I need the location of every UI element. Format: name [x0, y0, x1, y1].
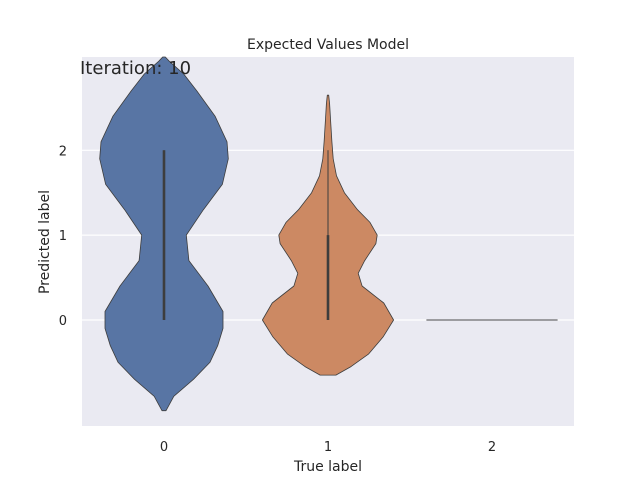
y-tick-label: 0	[59, 314, 67, 329]
x-tick-label: 0	[160, 440, 168, 455]
y-ticks: 0 1 2	[59, 144, 67, 329]
x-tick-label: 1	[324, 440, 332, 455]
chart-title: Expected Values Model	[247, 37, 409, 53]
y-tick-label: 1	[59, 229, 67, 244]
violins	[99, 56, 558, 412]
y-axis-label: Predicted label	[37, 190, 53, 294]
y-tick-label: 2	[59, 144, 67, 159]
iteration-annotation: Iteration: 10	[80, 58, 191, 79]
x-ticks: 0 1 2	[160, 440, 496, 455]
x-tick-label: 2	[488, 440, 496, 455]
x-axis-label: True label	[293, 459, 362, 475]
